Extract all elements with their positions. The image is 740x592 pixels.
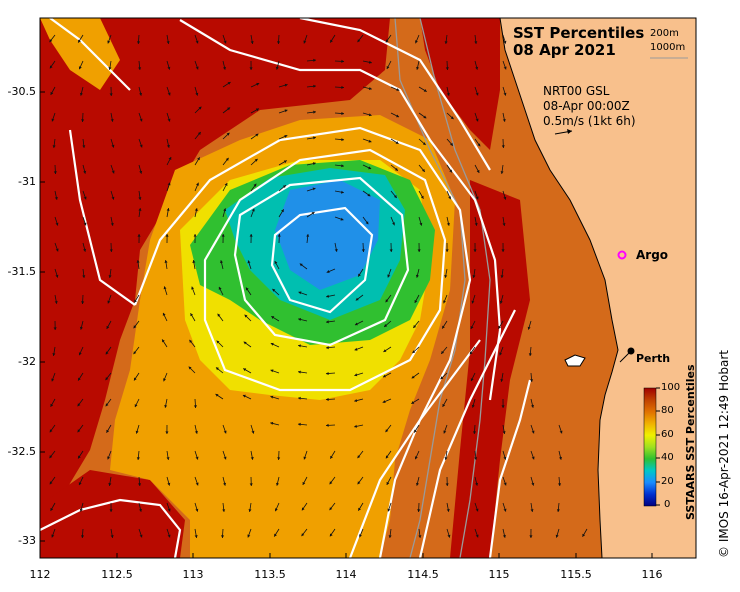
map-date: 08 Apr 2021 — [513, 41, 616, 59]
velocity-arrows — [49, 34, 588, 539]
current-time: 08-Apr 00:00Z — [543, 99, 630, 113]
sst-hot-region-nw — [40, 18, 390, 520]
lat-tick: -31 — [18, 175, 36, 188]
lon-tick: 116 — [641, 568, 663, 581]
lon-tick: 112 — [29, 568, 51, 581]
lon-tick: 112.5 — [101, 568, 133, 581]
current-scale-arrow — [554, 129, 573, 135]
argo-marker — [617, 250, 627, 260]
sst-orange-band-north — [40, 18, 120, 90]
colorbar-tick: 100 — [661, 382, 681, 393]
current-scale: 0.5m/s (1kt 6h) — [543, 114, 636, 128]
colorbar-tick: 20 — [661, 476, 674, 487]
ssh-contours — [40, 18, 532, 558]
current-source: NRT00 GSL — [543, 84, 610, 98]
lon-tick: 115 — [488, 568, 510, 581]
lat-tick: -32 — [18, 355, 36, 368]
sst-hot-region-north — [420, 18, 500, 150]
colorbar-label: SSTAARS SST Percentiles — [684, 364, 697, 521]
rottnest-island — [564, 354, 586, 367]
colorbar-tick: 80 — [661, 405, 674, 416]
colorbar-ticks — [656, 387, 660, 506]
lon-tick: 113 — [182, 568, 204, 581]
depth-label-1000m: 1000m — [650, 42, 686, 53]
sst-hot-region-sw — [40, 470, 185, 558]
colorbar-tick: 40 — [661, 452, 674, 463]
lat-tick: -33 — [18, 534, 36, 547]
argo-label: Argo — [636, 248, 669, 262]
perth-leader — [619, 350, 632, 363]
perth-label: Perth — [636, 352, 671, 365]
credit-text: © IMOS 16-Apr-2021 12:49 Hobart — [717, 350, 731, 558]
map-title: SST Percentiles — [513, 24, 645, 42]
lat-tick: -30.5 — [7, 85, 36, 98]
sst-blue-center — [275, 180, 380, 290]
colorbar-tick: 0 — [664, 499, 671, 510]
plot-frame — [39, 17, 697, 559]
lon-tick: 115.5 — [560, 568, 592, 581]
lat-tick: -32.5 — [7, 445, 36, 458]
colorbar — [643, 387, 657, 507]
lon-tick: 114.5 — [407, 568, 439, 581]
axis-ticks — [39, 91, 653, 558]
lon-tick: 114 — [335, 568, 357, 581]
lat-tick: -31.5 — [7, 265, 36, 278]
bathymetry-1000m — [419, 18, 491, 558]
colorbar-tick: 60 — [661, 429, 674, 440]
depth-label-200m: 200m — [650, 28, 679, 39]
lon-tick: 113.5 — [254, 568, 286, 581]
